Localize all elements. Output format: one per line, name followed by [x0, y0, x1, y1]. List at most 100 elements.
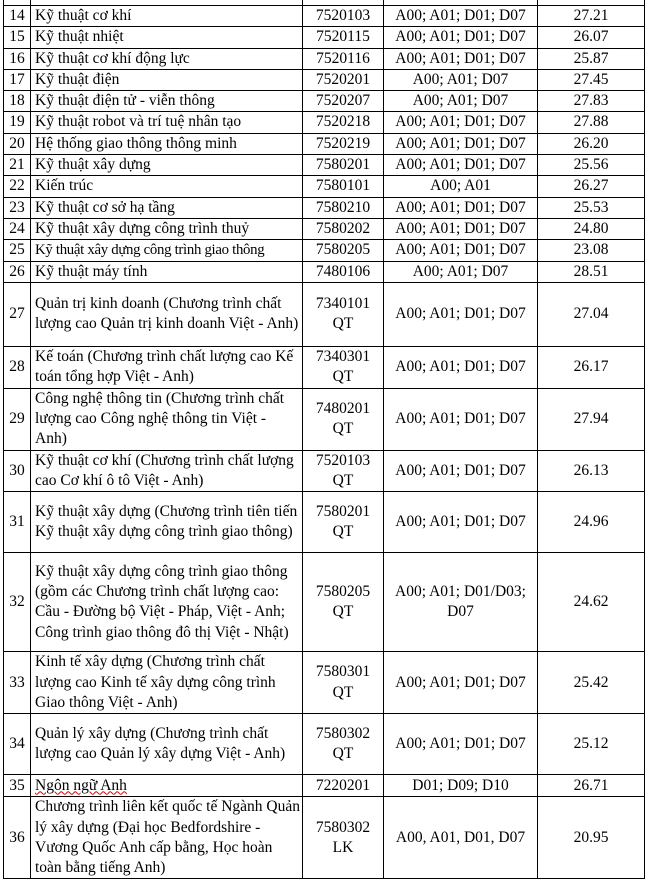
- row-number: 17: [3, 68, 31, 92]
- row-number: 28: [3, 345, 31, 389]
- program-name: Kỹ thuật cơ sở hạ tầng: [30, 196, 303, 219]
- row-number: 29: [3, 387, 31, 451]
- cutoff-score: 27.04: [537, 281, 645, 347]
- subject-combinations: A00; A01; D01; D07: [383, 4, 538, 28]
- cutoff-score: 26.07: [537, 26, 645, 49]
- subject-combinations: A00; A01; D01; D07: [383, 281, 538, 347]
- row-number: 22: [3, 175, 31, 198]
- subject-combinations: A00; A01; D01; D07: [383, 239, 538, 262]
- program-code: 7340301 QT: [302, 345, 384, 389]
- subject-combinations: A00; A01; D01; D07: [383, 154, 538, 177]
- program-code: 7580301 QT: [302, 651, 384, 715]
- cutoff-score: 25.87: [537, 47, 645, 70]
- row-number: 21: [3, 154, 31, 177]
- table-row: 24 Kỹ thuật xây dựng công trình thuỷ 75802…: [3, 217, 645, 241]
- table-row: 33 Kinh tế xây dựng (Chương trình chất lư…: [3, 651, 645, 715]
- cutoff-score: 26.20: [537, 132, 645, 156]
- cutoff-score: 25.53: [537, 196, 645, 219]
- row-number: 30: [3, 449, 31, 493]
- subject-combinations: A00; A01; D01; D07: [383, 196, 538, 219]
- table-row: 20 Hệ thống giao thông thông minh 7520219 A…: [3, 132, 645, 156]
- table-row: 29 Công nghệ thông tin (Chương trình chất…: [3, 387, 645, 451]
- program-name: Kỹ thuật xây dựng công trình giao thông …: [30, 552, 303, 653]
- table-row: 14 Kỹ thuật cơ khí 7520103 A00; A01; D01; D…: [3, 4, 645, 28]
- subject-combinations: A00; A01; D01; D07: [383, 47, 538, 70]
- program-code: 7580302 LK: [302, 796, 384, 879]
- admission-scores-table: 14 Kỹ thuật cơ khí 7520103 A00; A01; D01; D…: [3, 0, 645, 879]
- table-row: 27 Quản trị kinh doanh (Chương trình chất…: [3, 281, 645, 347]
- program-name: Kỹ thuật nhiệt: [30, 26, 303, 49]
- table-row: 23 Kỹ thuật cơ sở hạ tầng 7580210 A00; A01;…: [3, 196, 645, 219]
- row-number: 26: [3, 260, 31, 283]
- subject-combinations: A00; A01; D01; D07: [383, 713, 538, 776]
- program-name: Công nghệ thông tin (Chương trình chất l…: [30, 387, 303, 451]
- row-number: 23: [3, 196, 31, 219]
- table-row: 17 Kỹ thuật điện 7520201 A00; A01; D07 27.45: [3, 68, 645, 92]
- cutoff-score: 26.17: [537, 345, 645, 389]
- table-row: 31 Kỹ thuật xây dựng (Chương trình tiên t…: [3, 491, 645, 554]
- program-name: Kỹ thuật xây dựng (Chương trình tiên tiế…: [30, 491, 303, 554]
- row-number: 18: [3, 90, 31, 113]
- cutoff-score: 24.96: [537, 491, 645, 554]
- program-code: 7520207: [302, 90, 384, 113]
- program-name: Kỹ thuật điện tử - viễn thông: [30, 90, 303, 113]
- program-code: 7520218: [302, 111, 384, 134]
- program-code: 7580101: [302, 175, 384, 198]
- program-name: Ngôn ngữ Anh: [30, 774, 303, 798]
- subject-combinations: A00; A01; D01; D07: [383, 651, 538, 715]
- program-name: Kỹ thuật xây dựng công trình thuỷ: [30, 217, 303, 241]
- program-code: 7520103: [302, 4, 384, 28]
- cutoff-score: 27.21: [537, 4, 645, 28]
- table-row: 18 Kỹ thuật điện tử - viễn thông 7520207 A0…: [3, 90, 645, 113]
- table-row: 36 Chương trình liên kết quốc tế Ngành Qu…: [3, 796, 645, 879]
- program-name: Kỹ thuật cơ khí: [30, 4, 303, 28]
- cutoff-score: 25.42: [537, 651, 645, 715]
- program-name: Hệ thống giao thông thông minh: [30, 132, 303, 156]
- row-number: 20: [3, 132, 31, 156]
- program-name: Kỹ thuật máy tính: [30, 260, 303, 283]
- cutoff-score: 27.45: [537, 68, 645, 92]
- program-name: Kỹ thuật điện: [30, 68, 303, 92]
- row-number: 25: [3, 239, 31, 262]
- program-code: 7480106: [302, 260, 384, 283]
- cutoff-score: 26.27: [537, 175, 645, 198]
- program-code: 7580302 QT: [302, 713, 384, 776]
- row-number: 27: [3, 281, 31, 347]
- cutoff-score: 27.83: [537, 90, 645, 113]
- row-number: 24: [3, 217, 31, 241]
- cutoff-score: 26.71: [537, 774, 645, 798]
- cutoff-score: 27.88: [537, 111, 645, 134]
- program-name: Quản lý xây dựng (Chương trình chất lượn…: [30, 713, 303, 776]
- program-name: Kỹ thuật cơ khí (Chương trình chất lượng…: [30, 449, 303, 493]
- cutoff-score: 24.62: [537, 552, 645, 653]
- subject-combinations: A00; A01; D01; D07: [383, 449, 538, 493]
- program-name: Kế toán (Chương trình chất lượng cao Kế …: [30, 345, 303, 389]
- program-code: 7520103 QT: [302, 449, 384, 493]
- program-code: 7580201: [302, 154, 384, 177]
- subject-combinations: A00; A01; D01; D07: [383, 491, 538, 554]
- row-number: 34: [3, 713, 31, 776]
- table-row: 30 Kỹ thuật cơ khí (Chương trình chất lượ…: [3, 449, 645, 493]
- row-number: 33: [3, 651, 31, 715]
- program-code: 7220201: [302, 774, 384, 798]
- program-name: Kinh tế xây dựng (Chương trình chất lượn…: [30, 651, 303, 715]
- program-name: Kỹ thuật xây dựng: [30, 154, 303, 177]
- program-name: Quản trị kinh doanh (Chương trình chất l…: [30, 281, 303, 347]
- table-row: 32 Kỹ thuật xây dựng công trình giao thôn…: [3, 552, 645, 653]
- table-row: 22 Kiến trúc 7580101 A00; A01 26.27: [3, 175, 645, 198]
- cutoff-score: 24.80: [537, 217, 645, 241]
- program-code: 7580205 QT: [302, 552, 384, 653]
- subject-combinations: A00; A01; D01; D07: [383, 345, 538, 389]
- row-number: 31: [3, 491, 31, 554]
- subject-combinations: A00; A01; D07: [383, 90, 538, 113]
- cutoff-score: 25.56: [537, 154, 645, 177]
- program-code: 7580202: [302, 217, 384, 241]
- subject-combinations: A00; A01; D01; D07: [383, 387, 538, 451]
- program-name: Kỹ thuật xây dựng công trình giao thông: [30, 239, 303, 262]
- table-row: 28 Kế toán (Chương trình chất lượng cao K…: [3, 345, 645, 389]
- cutoff-score: 23.08: [537, 239, 645, 262]
- cutoff-score: 20.95: [537, 796, 645, 879]
- program-code: 7480201 QT: [302, 387, 384, 451]
- subject-combinations: A00; A01; D01; D07: [383, 111, 538, 134]
- row-number: 35: [3, 774, 31, 798]
